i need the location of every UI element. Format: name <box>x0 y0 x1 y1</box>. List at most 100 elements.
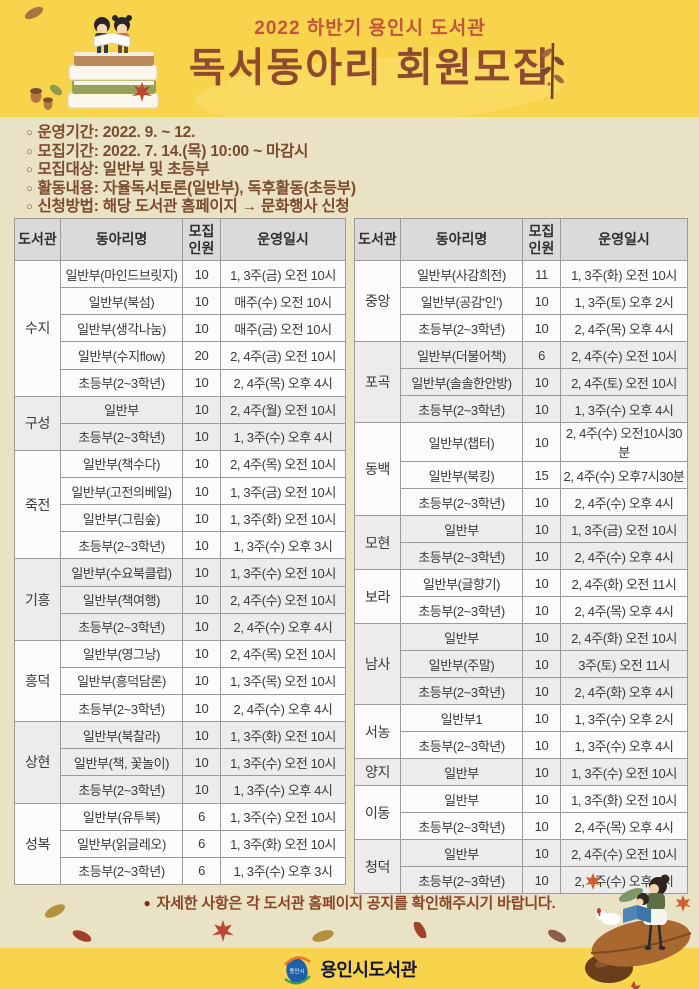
quota-cell: 10 <box>522 623 561 651</box>
footer-note: ● 자세한 사항은 각 도서관 홈페이지 공지를 확인해주시기 바랍니다. <box>0 892 699 913</box>
quota-cell: 10 <box>522 542 561 570</box>
quota-cell: 10 <box>182 287 221 316</box>
yongin-library-logo: 용인시 용인시도서관 <box>0 952 699 986</box>
table-row: 일반부(솔솔한안방) 10 2, 4주(토) 오전 10시 <box>355 368 688 396</box>
club-cell: 일반부(북섬) <box>60 287 183 316</box>
table-row: 초등부(2~3학년) 10 1, 3주(수) 오후 4시 <box>15 422 346 451</box>
quota-cell: 10 <box>182 504 221 533</box>
table-row: 초등부(2~3학년) 10 2, 4주(목) 오후 4시 <box>355 812 688 840</box>
quota-cell: 6 <box>182 829 221 858</box>
quota-cell: 10 <box>522 731 561 759</box>
table-row: 초등부(2~3학년) 6 1, 3주(수) 오후 3시 <box>15 856 346 886</box>
quota-cell: 10 <box>522 785 561 813</box>
table-row: 일반부(책, 꽃놀이) 10 1, 3주(수) 오전 10시 <box>15 748 346 777</box>
table-row: 포곡 일반부(더불어책) 6 2, 4주(수) 오전 10시 <box>354 341 688 423</box>
table-row: 일반부(북섬) 10 매주(수) 오전 10시 <box>15 287 346 316</box>
quota-cell: 10 <box>522 395 561 423</box>
info-text: 모집대상: 일반부 및 초등부 <box>37 161 210 179</box>
library-cell: 남사 <box>354 623 401 705</box>
quota-cell: 10 <box>182 259 221 289</box>
footer-note-text: 자세한 사항은 각 도서관 홈페이지 공지를 확인해주시기 바랍니다. <box>156 895 556 912</box>
info-text: 운영기간: 2022. 9. ~ 12. <box>37 124 196 141</box>
schedule-cell: 2, 4주(수) 오전10시30분 <box>560 422 688 462</box>
header-banner: 2022 하반기 용인시 도서관 독서동아리 회원모집 <box>0 0 699 134</box>
table-row: 청덕 일반부 10 2, 4주(수) 오전 10시 <box>354 839 688 894</box>
club-cell: 일반부(유투북) <box>60 802 183 831</box>
info-section: ○ 운영기간: 2022. 9. ~ 12. ○ 모집기간: 2022. 7. 14… <box>0 117 699 218</box>
club-cell: 일반부(솔솔한안방) <box>400 368 523 396</box>
table-row: 모현 일반부 10 1, 3주(금) 오전 10시 <box>354 515 688 570</box>
club-cell: 일반부(책, 꽃놀이) <box>60 748 183 777</box>
schedule-cell: 2, 4주(토) 오전 10시 <box>560 368 688 396</box>
club-cell: 일반부(사감희전) <box>400 260 523 288</box>
schedule-cell: 2, 4주(목) 오후 4시 <box>560 314 688 342</box>
club-cell: 초등부(2~3학년) <box>60 693 183 723</box>
club-cell: 초등부(2~3학년) <box>400 542 523 570</box>
quota-cell: 10 <box>522 758 561 786</box>
schedule-cell: 2, 4주(금) 오전 10시 <box>220 341 346 370</box>
schedule-cell: 2, 4주(수) 오전 10시 <box>560 839 688 867</box>
column-header: 동아리명 <box>60 218 183 261</box>
quota-cell: 6 <box>182 856 221 886</box>
quota-cell: 10 <box>522 368 561 396</box>
poster-title: 독서동아리 회원모집 <box>188 46 552 90</box>
table-row: 상현 일반부(북찰라) 10 1, 3주(화) 오전 10시 <box>14 721 346 804</box>
club-cell: 초등부(2~3학년) <box>400 731 523 759</box>
club-cell: 일반부(공감'인') <box>400 287 523 315</box>
table-row: 남사 일반부 10 2, 4주(화) 오전 10시 <box>354 623 688 705</box>
library-cell: 중앙 <box>354 260 401 342</box>
club-cell: 일반부 <box>400 515 523 543</box>
quota-cell: 10 <box>522 314 561 342</box>
club-cell: 초등부(2~3학년) <box>60 368 183 397</box>
table-row: 양지 일반부 10 1, 3주(수) 오전 10시 <box>354 758 688 786</box>
library-cell: 청덕 <box>354 839 401 894</box>
club-cell: 초등부(2~3학년) <box>60 422 183 451</box>
table-header-row: 도서관 동아리명 모집 인원 운영일시 <box>14 218 346 261</box>
quota-cell: 6 <box>522 341 561 369</box>
library-cell: 수지 <box>14 260 61 397</box>
schedule-cell: 2, 4주(화) 오전 11시 <box>560 569 688 597</box>
table-row: 일반부(주말) 10 3주(토) 오전 11시 <box>355 650 688 678</box>
library-cell: 흥덕 <box>14 639 61 723</box>
club-cell: 일반부 <box>400 839 523 867</box>
club-cell: 일반부(영그낭) <box>60 639 183 668</box>
quota-cell: 10 <box>182 721 221 750</box>
logo-text: 용인시도서관 <box>320 960 417 980</box>
column-header: 운영일시 <box>220 218 346 261</box>
column-header: 모집 인원 <box>182 218 221 261</box>
column-header: 운영일시 <box>560 218 688 261</box>
quota-cell: 10 <box>182 422 221 451</box>
schedule-cell: 1, 3주(화) 오전 10시 <box>560 260 688 288</box>
quota-cell: 10 <box>182 666 221 696</box>
club-cell: 일반부(더불어책) <box>400 341 523 369</box>
table-row: 초등부(2~3학년) 10 2, 4주(수) 오후 4시 <box>355 542 688 570</box>
library-cell: 포곡 <box>354 341 401 423</box>
leaf-reading-illustration <box>585 873 692 989</box>
club-cell: 일반부(주말) <box>400 650 523 678</box>
info-line-activity: ○ 활동내용: 자율독서토론(일반부), 독후활동(초등부) <box>0 180 699 199</box>
club-cell: 일반부 <box>400 785 523 813</box>
circle-bullet-icon: ○ <box>26 145 33 158</box>
quota-cell: 20 <box>182 341 221 370</box>
schedule-cell: 1, 3주(수) 오전 10시 <box>220 748 346 777</box>
table-row: 일반부(고전의베일) 10 1, 3주(금) 오전 10시 <box>15 476 346 506</box>
club-cell: 초등부(2~3학년) <box>60 612 183 641</box>
club-cell: 일반부(수지flow) <box>60 341 183 370</box>
schedule-cell: 1, 3주(화) 오전 10시 <box>220 721 346 750</box>
quota-cell: 10 <box>522 650 561 678</box>
table-row: 기흥 일반부(수요북클럽) 10 1, 3주(수) 오전 10시 <box>14 558 346 641</box>
info-text: 모집기간: 2022. 7. 14.(목) 10:00 ~ 마감시 <box>37 142 309 160</box>
library-cell: 상현 <box>14 721 61 804</box>
info-text: 신청방법: 해당 도서관 홈페이지 → 문화행사 신청 <box>37 198 350 216</box>
library-cell: 모현 <box>354 515 401 570</box>
quota-cell: 10 <box>522 422 561 462</box>
quota-cell: 10 <box>522 704 561 732</box>
schedule-cell: 2, 4주(화) 오전 10시 <box>560 623 688 651</box>
table-row: 서농 일반부1 10 1, 3주(수) 오후 2시 <box>354 704 688 759</box>
maple-leaf-icon <box>212 920 234 942</box>
quota-cell: 10 <box>522 515 561 543</box>
quota-cell: 6 <box>182 802 221 831</box>
leaf-icon <box>413 922 427 938</box>
quota-cell: 10 <box>182 775 221 804</box>
club-cell: 일반부 <box>400 758 523 786</box>
